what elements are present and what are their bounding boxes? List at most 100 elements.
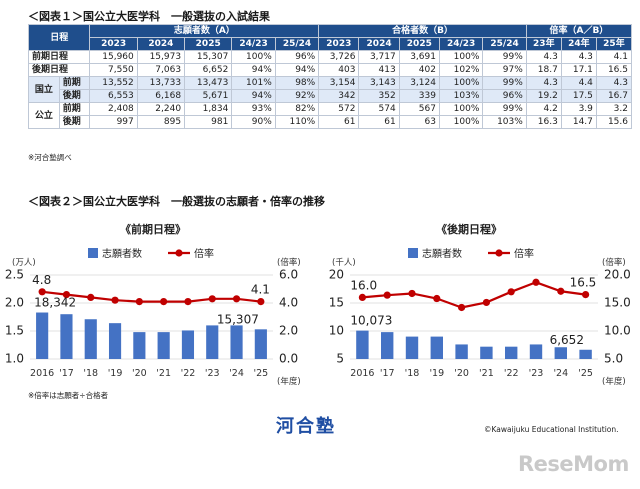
ratio-point [433, 294, 441, 303]
right-tick-label: 5.0 [604, 352, 623, 366]
bar [206, 325, 219, 359]
bar [254, 329, 267, 359]
sub-header-cell: 25/24 [482, 37, 527, 51]
table-cell: 16.7 [595, 89, 633, 103]
bar [108, 323, 122, 359]
sub-header-row: 2023 2024 2025 24/23 25/24 2023 2024 2025 24/23 2… [29, 37, 633, 51]
left-tick-label: 20 [329, 268, 344, 282]
right-tick-label: 4.0 [279, 296, 298, 310]
ratio-point [582, 291, 590, 299]
ratio-point [232, 295, 241, 303]
right-tick-label: 15.0 [604, 296, 631, 310]
bar [529, 344, 543, 359]
sub-header-cell: 2023 [318, 37, 360, 51]
bar [405, 336, 419, 359]
table-cell: 6,553 [89, 89, 138, 103]
table-cell: 100% [438, 115, 484, 129]
data-label: 15,307 [217, 312, 259, 326]
bar [579, 349, 592, 359]
bar [133, 332, 146, 359]
bar [455, 344, 468, 359]
table-cell: 110% [274, 115, 320, 129]
ratio-point [557, 287, 565, 295]
table-cell: 981 [184, 115, 233, 129]
ratio-point [135, 298, 143, 306]
right-tick-label: 20.0 [604, 268, 631, 282]
table-cell: 103% [438, 89, 484, 103]
results-table: 日程 志願者数（A） 合格者数（B） 倍率（A／B） 2023 2024 2025 2… [27, 24, 633, 129]
header-passers: 合格者数（B） [318, 24, 527, 38]
x-tick-label: '21 [156, 368, 171, 379]
table-row: 後期 6,553 6,168 5,671 94% 92% 342 352 339 103% 96% 1… [29, 89, 633, 103]
table-cell: 100% [438, 76, 484, 90]
ratio-point [184, 298, 192, 306]
left-axis-unit: (万人) [12, 258, 36, 268]
table-cell: 17.5 [560, 89, 597, 103]
x-tick-label: '25 [253, 368, 268, 379]
ratio-point [87, 293, 95, 301]
ratio-point [507, 288, 515, 296]
chart-note: ※倍率は志願者÷合格者 [28, 391, 109, 400]
x-tick-label: '25 [578, 368, 593, 379]
table-cell: 19.2 [525, 89, 562, 103]
ratio-point [160, 298, 168, 306]
x-axis-unit: (年度) [602, 376, 626, 387]
table-cell: 4.3 [595, 76, 633, 90]
left-tick-label: 10 [329, 324, 344, 338]
ratio-point [111, 296, 119, 304]
x-tick-label: '19 [429, 368, 444, 379]
left-tick-label: 15 [329, 296, 344, 310]
x-tick-label: '20 [132, 368, 147, 379]
right-axis-unit: (倍率) [277, 257, 301, 268]
left-tick-label: 2.5 [5, 268, 24, 282]
data-label: 10,073 [350, 314, 392, 328]
legend-bar-swatch [408, 248, 418, 258]
kawaijuku-logo: 河合塾 [276, 416, 336, 437]
table-cell: 94% [231, 89, 276, 103]
chart1-title: 《前期日程》 [120, 223, 186, 236]
sub-header-cell: 2024 [358, 37, 400, 51]
table-cell: 61 [318, 115, 360, 129]
sub-header-cell: 2023 [89, 37, 138, 51]
x-tick-label: '18 [83, 368, 98, 379]
left-tick-label: 1.5 [5, 324, 24, 338]
ratio-point [482, 298, 490, 307]
legend-bar-label: 志願者数 [102, 247, 142, 260]
right-tick-label: 2.0 [279, 324, 298, 338]
table-cell: 13,733 [136, 76, 186, 90]
table-cell: 997 [89, 115, 138, 129]
table-cell: 13,552 [89, 76, 138, 90]
table-cell: 16.3 [525, 115, 562, 129]
table-note: ※河合塾調べ [28, 153, 72, 162]
table-cell: 98% [274, 76, 320, 90]
bar [554, 347, 567, 359]
bar [230, 325, 243, 359]
x-tick-label: '20 [454, 368, 469, 379]
x-tick-label: 2016 [350, 368, 374, 379]
sub-header-cell: 24/23 [231, 37, 276, 51]
table-cell: 13,473 [184, 76, 233, 90]
x-tick-label: '18 [405, 368, 420, 379]
x-tick-label: '19 [108, 368, 123, 379]
left-tick-label: 2.0 [5, 296, 24, 310]
bar [381, 332, 394, 359]
x-tick-label: '17 [59, 368, 74, 379]
right-tick-label: 6.0 [279, 268, 298, 282]
bar [480, 346, 493, 359]
bar [157, 332, 170, 359]
table-cell: 103% [482, 115, 527, 129]
legend-bar-label: 志願者数 [422, 247, 462, 260]
sub-row-label: 後期 [58, 89, 91, 103]
data-label: 6,652 [550, 333, 584, 347]
copyright: ©Kawaijuku Educational Institution. [484, 425, 619, 434]
x-tick-label: '24 [229, 368, 244, 379]
legend-bar-swatch [88, 248, 98, 258]
x-axis-unit: (年度) [277, 376, 301, 387]
right-tick-label: 10.0 [604, 324, 631, 338]
resemom-brand: ReseMom [518, 452, 629, 476]
header-applicants: 志願者数（A） [89, 24, 320, 38]
x-tick-label: '23 [529, 368, 544, 379]
table-cell: 6,168 [136, 89, 186, 103]
ratio-point [458, 303, 466, 312]
ratio-point [383, 291, 391, 299]
